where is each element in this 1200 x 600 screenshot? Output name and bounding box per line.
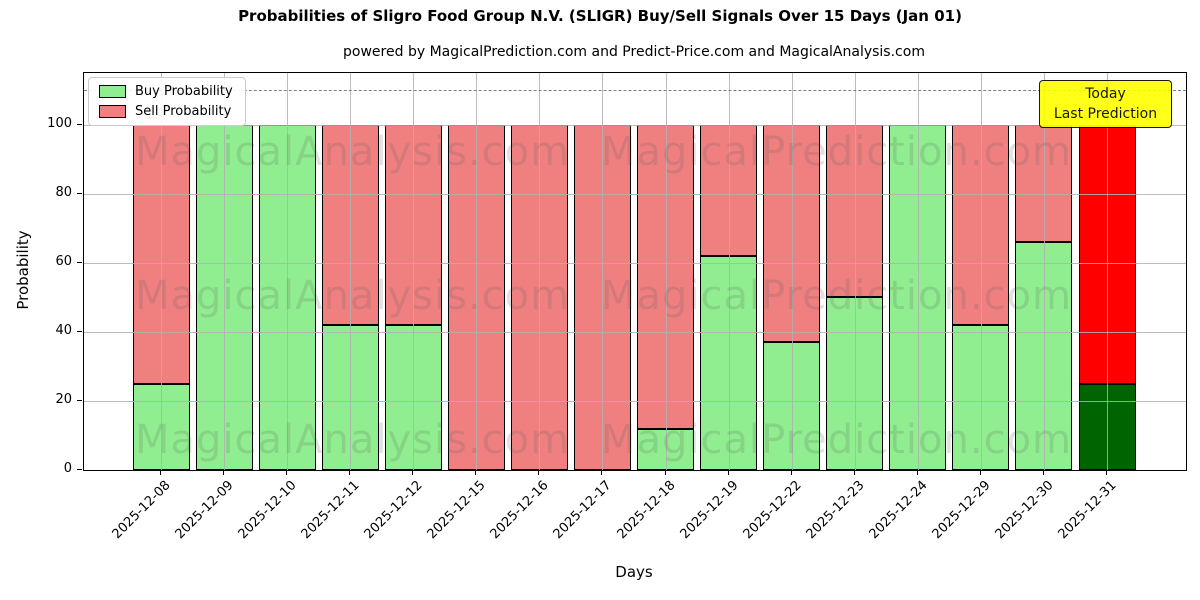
watermark: MagicalAnalysis.com bbox=[135, 129, 571, 175]
chart-title: Probabilities of Sligro Food Group N.V. … bbox=[238, 7, 962, 25]
y-tick bbox=[77, 330, 82, 332]
y-tick bbox=[77, 123, 82, 125]
v-gridline bbox=[980, 73, 982, 470]
x-tick bbox=[412, 470, 414, 475]
v-gridline bbox=[1107, 73, 1109, 470]
v-gridline bbox=[476, 73, 478, 470]
x-tick bbox=[1042, 470, 1044, 475]
x-tick bbox=[223, 470, 225, 475]
watermark: MagicalPrediction.com bbox=[601, 273, 1072, 319]
x-tick bbox=[1106, 470, 1108, 475]
x-tick bbox=[160, 470, 161, 475]
y-tick bbox=[77, 469, 82, 470]
v-gridline bbox=[917, 73, 919, 470]
v-gridline bbox=[350, 73, 352, 470]
x-tick bbox=[538, 470, 540, 475]
watermark: MagicalAnalysis.com bbox=[135, 417, 571, 463]
y-tick bbox=[77, 192, 82, 194]
v-gridline bbox=[413, 73, 415, 470]
watermark: MagicalPrediction.com bbox=[601, 417, 1072, 463]
plot-area: MagicalAnalysis.com MagicalPrediction.co… bbox=[83, 72, 1187, 471]
v-gridline bbox=[791, 73, 793, 470]
x-tick bbox=[979, 470, 981, 475]
v-gridline bbox=[854, 73, 856, 470]
h-gridline bbox=[84, 331, 1186, 333]
v-gridline bbox=[665, 73, 667, 470]
h-gridline bbox=[84, 400, 1186, 402]
legend-label-buy: Buy Probability bbox=[135, 84, 233, 99]
legend-item-buy: Buy Probability bbox=[99, 84, 233, 99]
v-gridline bbox=[287, 73, 289, 470]
buy-probability-swatch bbox=[99, 85, 126, 98]
legend-label-sell: Sell Probability bbox=[135, 104, 232, 119]
x-tick bbox=[349, 470, 351, 475]
watermark: MagicalAnalysis.com bbox=[135, 273, 571, 319]
h-gridline bbox=[84, 193, 1186, 195]
y-tick-label: 80 bbox=[55, 184, 72, 200]
legend: Buy Probability Sell Probability bbox=[88, 77, 246, 126]
x-tick bbox=[790, 470, 792, 475]
chart-subtitle: powered by MagicalPrediction.com and Pre… bbox=[343, 44, 925, 60]
x-axis-label: Days bbox=[615, 563, 653, 581]
legend-item-sell: Sell Probability bbox=[99, 104, 233, 119]
annotation-line1: Today bbox=[1085, 85, 1126, 102]
watermark: MagicalPrediction.com bbox=[601, 129, 1072, 175]
v-gridline bbox=[224, 73, 226, 470]
y-tick-label: 0 bbox=[63, 461, 72, 476]
x-tick bbox=[664, 470, 666, 475]
y-tick-label: 60 bbox=[55, 253, 72, 269]
y-tick-label: 20 bbox=[55, 391, 72, 407]
annotation-line2: Last Prediction bbox=[1053, 106, 1158, 122]
x-tick bbox=[853, 470, 855, 475]
y-tick bbox=[77, 399, 82, 401]
v-gridline bbox=[602, 73, 604, 470]
today-annotation: Today Last Prediction bbox=[1039, 80, 1172, 128]
x-tick bbox=[601, 470, 603, 475]
y-tick bbox=[77, 261, 82, 263]
y-tick-label: 100 bbox=[47, 115, 72, 131]
v-gridline bbox=[728, 73, 730, 470]
v-gridline bbox=[539, 73, 541, 470]
x-tick bbox=[475, 470, 477, 475]
v-gridline bbox=[1043, 73, 1045, 470]
x-tick bbox=[916, 470, 918, 475]
dashed-threshold-line bbox=[84, 90, 1186, 92]
x-tick bbox=[727, 470, 729, 475]
v-gridline bbox=[161, 73, 162, 470]
h-gridline bbox=[84, 262, 1186, 264]
x-tick bbox=[286, 470, 288, 475]
h-gridline bbox=[84, 124, 1186, 126]
y-tick-label: 40 bbox=[55, 322, 72, 338]
sell-probability-swatch bbox=[99, 105, 126, 118]
x-tick-label: 2025-12-08 bbox=[109, 478, 174, 543]
